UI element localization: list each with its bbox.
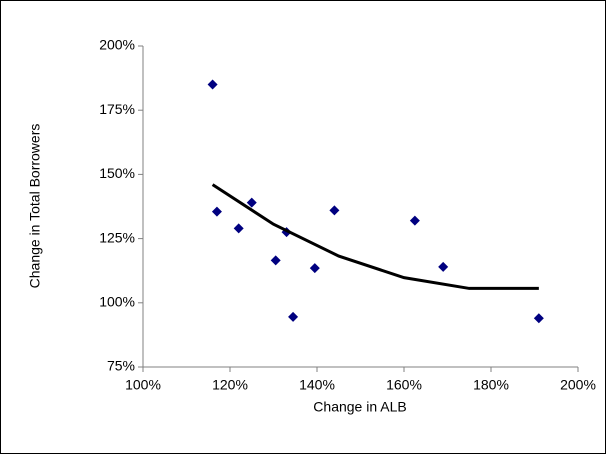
data-point (211, 206, 222, 217)
x-tick-label: 100% (125, 377, 161, 393)
data-point (309, 263, 320, 274)
y-tick-label: 200% (99, 37, 135, 53)
data-point (233, 223, 244, 234)
x-tick-label: 160% (386, 377, 422, 393)
data-point (438, 261, 449, 272)
data-point (409, 215, 420, 226)
x-tick-label: 140% (299, 377, 335, 393)
data-point (207, 79, 218, 90)
data-point (246, 197, 257, 208)
data-point (270, 255, 281, 266)
trend-line (211, 183, 539, 290)
x-tick-label: 200% (560, 377, 596, 393)
y-tick-label: 125% (99, 229, 135, 245)
x-axis-label: Change in ALB (313, 399, 406, 415)
data-point (288, 311, 299, 322)
data-point (329, 205, 340, 216)
y-tick-label: 100% (99, 294, 135, 310)
y-tick-label: 150% (99, 165, 135, 181)
x-tick-label: 180% (473, 377, 509, 393)
y-tick-label: 75% (107, 358, 135, 374)
x-tick-label: 120% (212, 377, 248, 393)
data-point (533, 313, 544, 324)
y-axis-label: Change in Total Borrowers (27, 124, 43, 289)
y-tick-label: 175% (99, 101, 135, 117)
